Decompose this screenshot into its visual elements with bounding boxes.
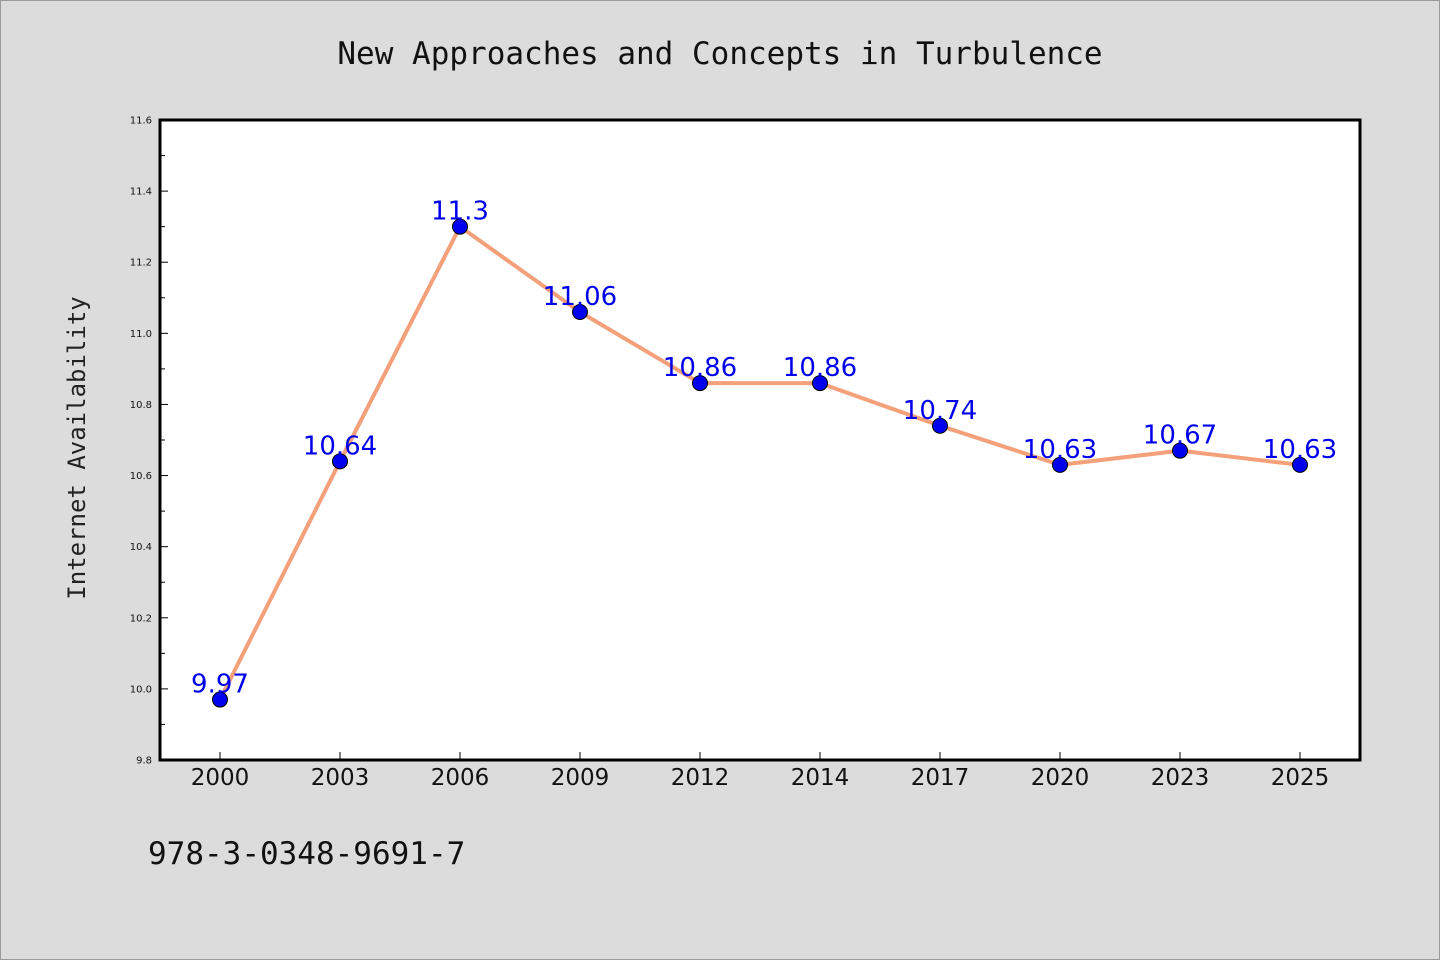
series-line <box>212 218 1308 708</box>
x-tick-label: 2006 <box>431 765 490 791</box>
data-label: 10.86 <box>783 353 857 383</box>
x-tick-label: 2003 <box>311 765 370 791</box>
data-labels: 9.97 10.64 11.3 11.06 10.86 10.86 10.74 10.63 10… <box>191 197 1337 700</box>
y-tick-label: 11.2 <box>130 258 152 269</box>
data-label: 10.63 <box>1023 435 1097 465</box>
data-point <box>932 417 948 434</box>
data-point <box>692 375 708 392</box>
y-tick-label: 10.2 <box>130 613 152 624</box>
y-axis-label: Internet Availability <box>63 296 91 599</box>
isbn-footer: 978-3-0348-9691-7 <box>148 836 465 872</box>
data-label: 10.86 <box>663 353 737 383</box>
data-label: 10.67 <box>1143 421 1217 451</box>
data-point <box>812 375 828 392</box>
data-label: 10.74 <box>903 396 977 426</box>
y-tick-label: 10.0 <box>130 684 152 695</box>
x-tick-label: 2025 <box>1271 765 1330 791</box>
data-point <box>1172 442 1188 459</box>
data-line <box>218 224 1302 702</box>
data-point <box>1052 456 1068 473</box>
y-tick-label: 9.8 <box>136 756 152 767</box>
y-axis-ticks: 9.8 10.0 10.2 10.4 10.6 10.8 11.0 11.2 11.4 11.6 <box>130 116 168 767</box>
data-label: 9.97 <box>191 670 249 700</box>
x-tick-label: 2012 <box>671 765 730 791</box>
data-point <box>572 304 588 320</box>
x-tick-label: 2014 <box>791 765 850 791</box>
y-tick-label: 10.6 <box>130 471 152 482</box>
x-tick-label: 2009 <box>551 765 610 791</box>
y-tick-label: 11.6 <box>130 116 152 127</box>
data-point <box>332 453 348 470</box>
x-tick-label: 2017 <box>911 765 970 791</box>
chart-title: New Approaches and Concepts in Turbulenc… <box>337 36 1102 72</box>
data-label: 11.3 <box>431 197 489 227</box>
data-label: 11.06 <box>543 282 617 312</box>
y-tick-label: 10.8 <box>130 400 152 411</box>
y-tick-label: 11.0 <box>130 329 152 340</box>
y-tick-label: 10.4 <box>130 542 152 553</box>
x-tick-label: 2000 <box>191 765 250 791</box>
data-point <box>452 218 468 235</box>
x-tick-label: 2023 <box>1151 765 1210 791</box>
x-axis-ticks: 2000 2003 2006 2009 2012 2014 2017 2020 2023 2025 <box>191 752 1330 791</box>
plot-area <box>160 120 1360 760</box>
plot-frame <box>158 118 1362 762</box>
data-point <box>1292 456 1308 473</box>
x-tick-label: 2020 <box>1031 765 1090 791</box>
data-label: 10.64 <box>303 431 377 461</box>
data-point <box>212 691 228 708</box>
data-label: 10.63 <box>1263 435 1337 465</box>
y-tick-label: 11.4 <box>130 187 152 198</box>
